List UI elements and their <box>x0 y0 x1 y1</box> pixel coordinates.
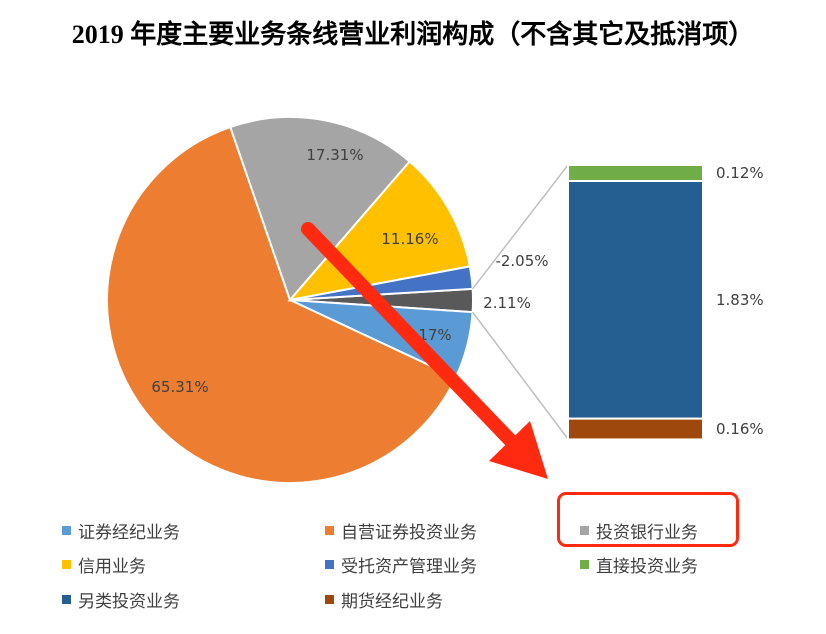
pie-labels: 65.31% 17.31% 11.16% -2.05% 2.11% 17% <box>151 146 548 396</box>
pie-data-label: -2.05% <box>495 252 548 270</box>
bar-segment <box>567 164 704 182</box>
bar-data-label: 0.12% <box>716 164 764 182</box>
pie-slice <box>229 116 412 302</box>
pie-data-label: 11.16% <box>381 230 438 248</box>
bar-data-label: 0.16% <box>716 420 764 438</box>
pie-data-label: 65.31% <box>151 378 208 396</box>
pie-data-label: 17.31% <box>306 146 363 164</box>
bar-labels: 0.12% 1.83% 0.16% <box>716 164 764 438</box>
pie-data-label: 2.11% <box>483 294 531 312</box>
pie-chart <box>106 116 475 484</box>
chart-title: 2019 年度主要业务条线营业利润构成（不含其它及抵消项） <box>71 20 755 49</box>
connector-line <box>472 164 569 290</box>
bar-data-label: 1.83% <box>716 291 764 309</box>
stacked-bar <box>567 164 704 441</box>
red-arrow <box>301 222 548 479</box>
pie-slice <box>106 125 458 484</box>
connector-line <box>472 311 569 440</box>
connector-lines <box>472 164 569 440</box>
legend-highlight-box <box>557 492 739 547</box>
bar-segment <box>567 180 704 420</box>
pie-data-label: 17% <box>418 326 451 344</box>
bar-segment <box>567 417 704 441</box>
